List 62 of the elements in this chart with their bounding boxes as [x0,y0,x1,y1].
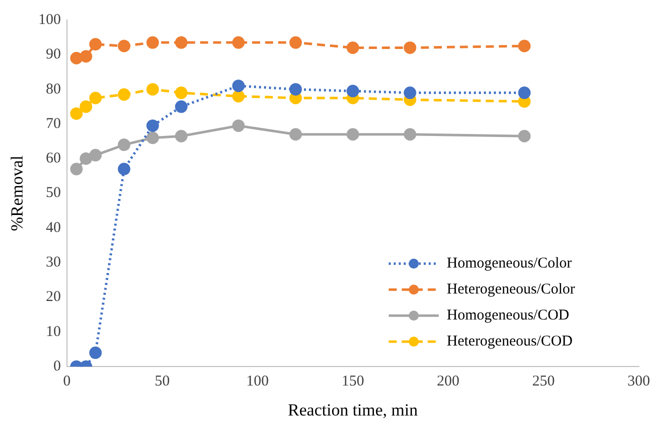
point [346,128,360,141]
y-tick-label: 90 [46,46,61,63]
y-tick-label: 70 [46,116,61,132]
legend-label: Homogeneous/COD [446,308,570,324]
point [89,346,102,359]
point [175,130,188,142]
point [89,148,102,162]
point [80,100,92,113]
point [232,90,245,102]
legend-label: Heterogeneous/COD [446,334,573,350]
point [232,36,245,49]
point [232,80,245,92]
y-axis-title: %Removal [8,155,27,232]
point [146,119,159,132]
y-tick-label: 10 [46,324,61,340]
point [175,100,188,113]
point [89,38,102,51]
point [70,52,83,64]
x-axis-title: Reaction time, min [288,400,418,420]
point [146,132,159,144]
x-tick-label: 0 [63,374,71,390]
point [80,50,92,63]
point [175,86,188,100]
point [346,41,360,54]
y-tick-label: 30 [46,254,61,271]
x-tick-label: 300 [628,374,650,390]
point [118,138,130,152]
point [175,36,188,49]
y-tick-label: 60 [46,150,61,167]
point [118,88,130,101]
point [518,86,531,100]
point [289,128,302,141]
point [70,107,83,120]
point [118,162,130,176]
point [404,41,416,54]
y-tick-label: 80 [46,81,61,98]
y-tick-label: 0 [53,358,61,375]
point [232,119,245,132]
point [70,162,83,176]
point [518,40,531,52]
point [404,128,416,141]
point [146,36,159,49]
legend-label: Homogeneous/Color [446,256,572,272]
point [289,36,302,49]
y-tick-label: 40 [46,220,61,236]
x-tick-label: 250 [532,374,555,390]
point [518,130,531,142]
x-tick-label: 200 [436,374,460,390]
point [80,152,92,165]
x-tick-label: 100 [246,374,269,390]
point [118,40,130,52]
legend-label: Heterogeneous/Color [446,282,576,298]
x-tick-label: 150 [342,374,364,390]
point [404,86,416,100]
point [346,84,360,98]
point [289,83,302,96]
y-tick-label: 20 [46,289,61,306]
y-tick-label: 50 [46,185,61,202]
point [89,92,102,104]
x-tick-label: 50 [154,374,170,390]
point [146,83,159,96]
y-tick-label: 100 [38,12,61,28]
